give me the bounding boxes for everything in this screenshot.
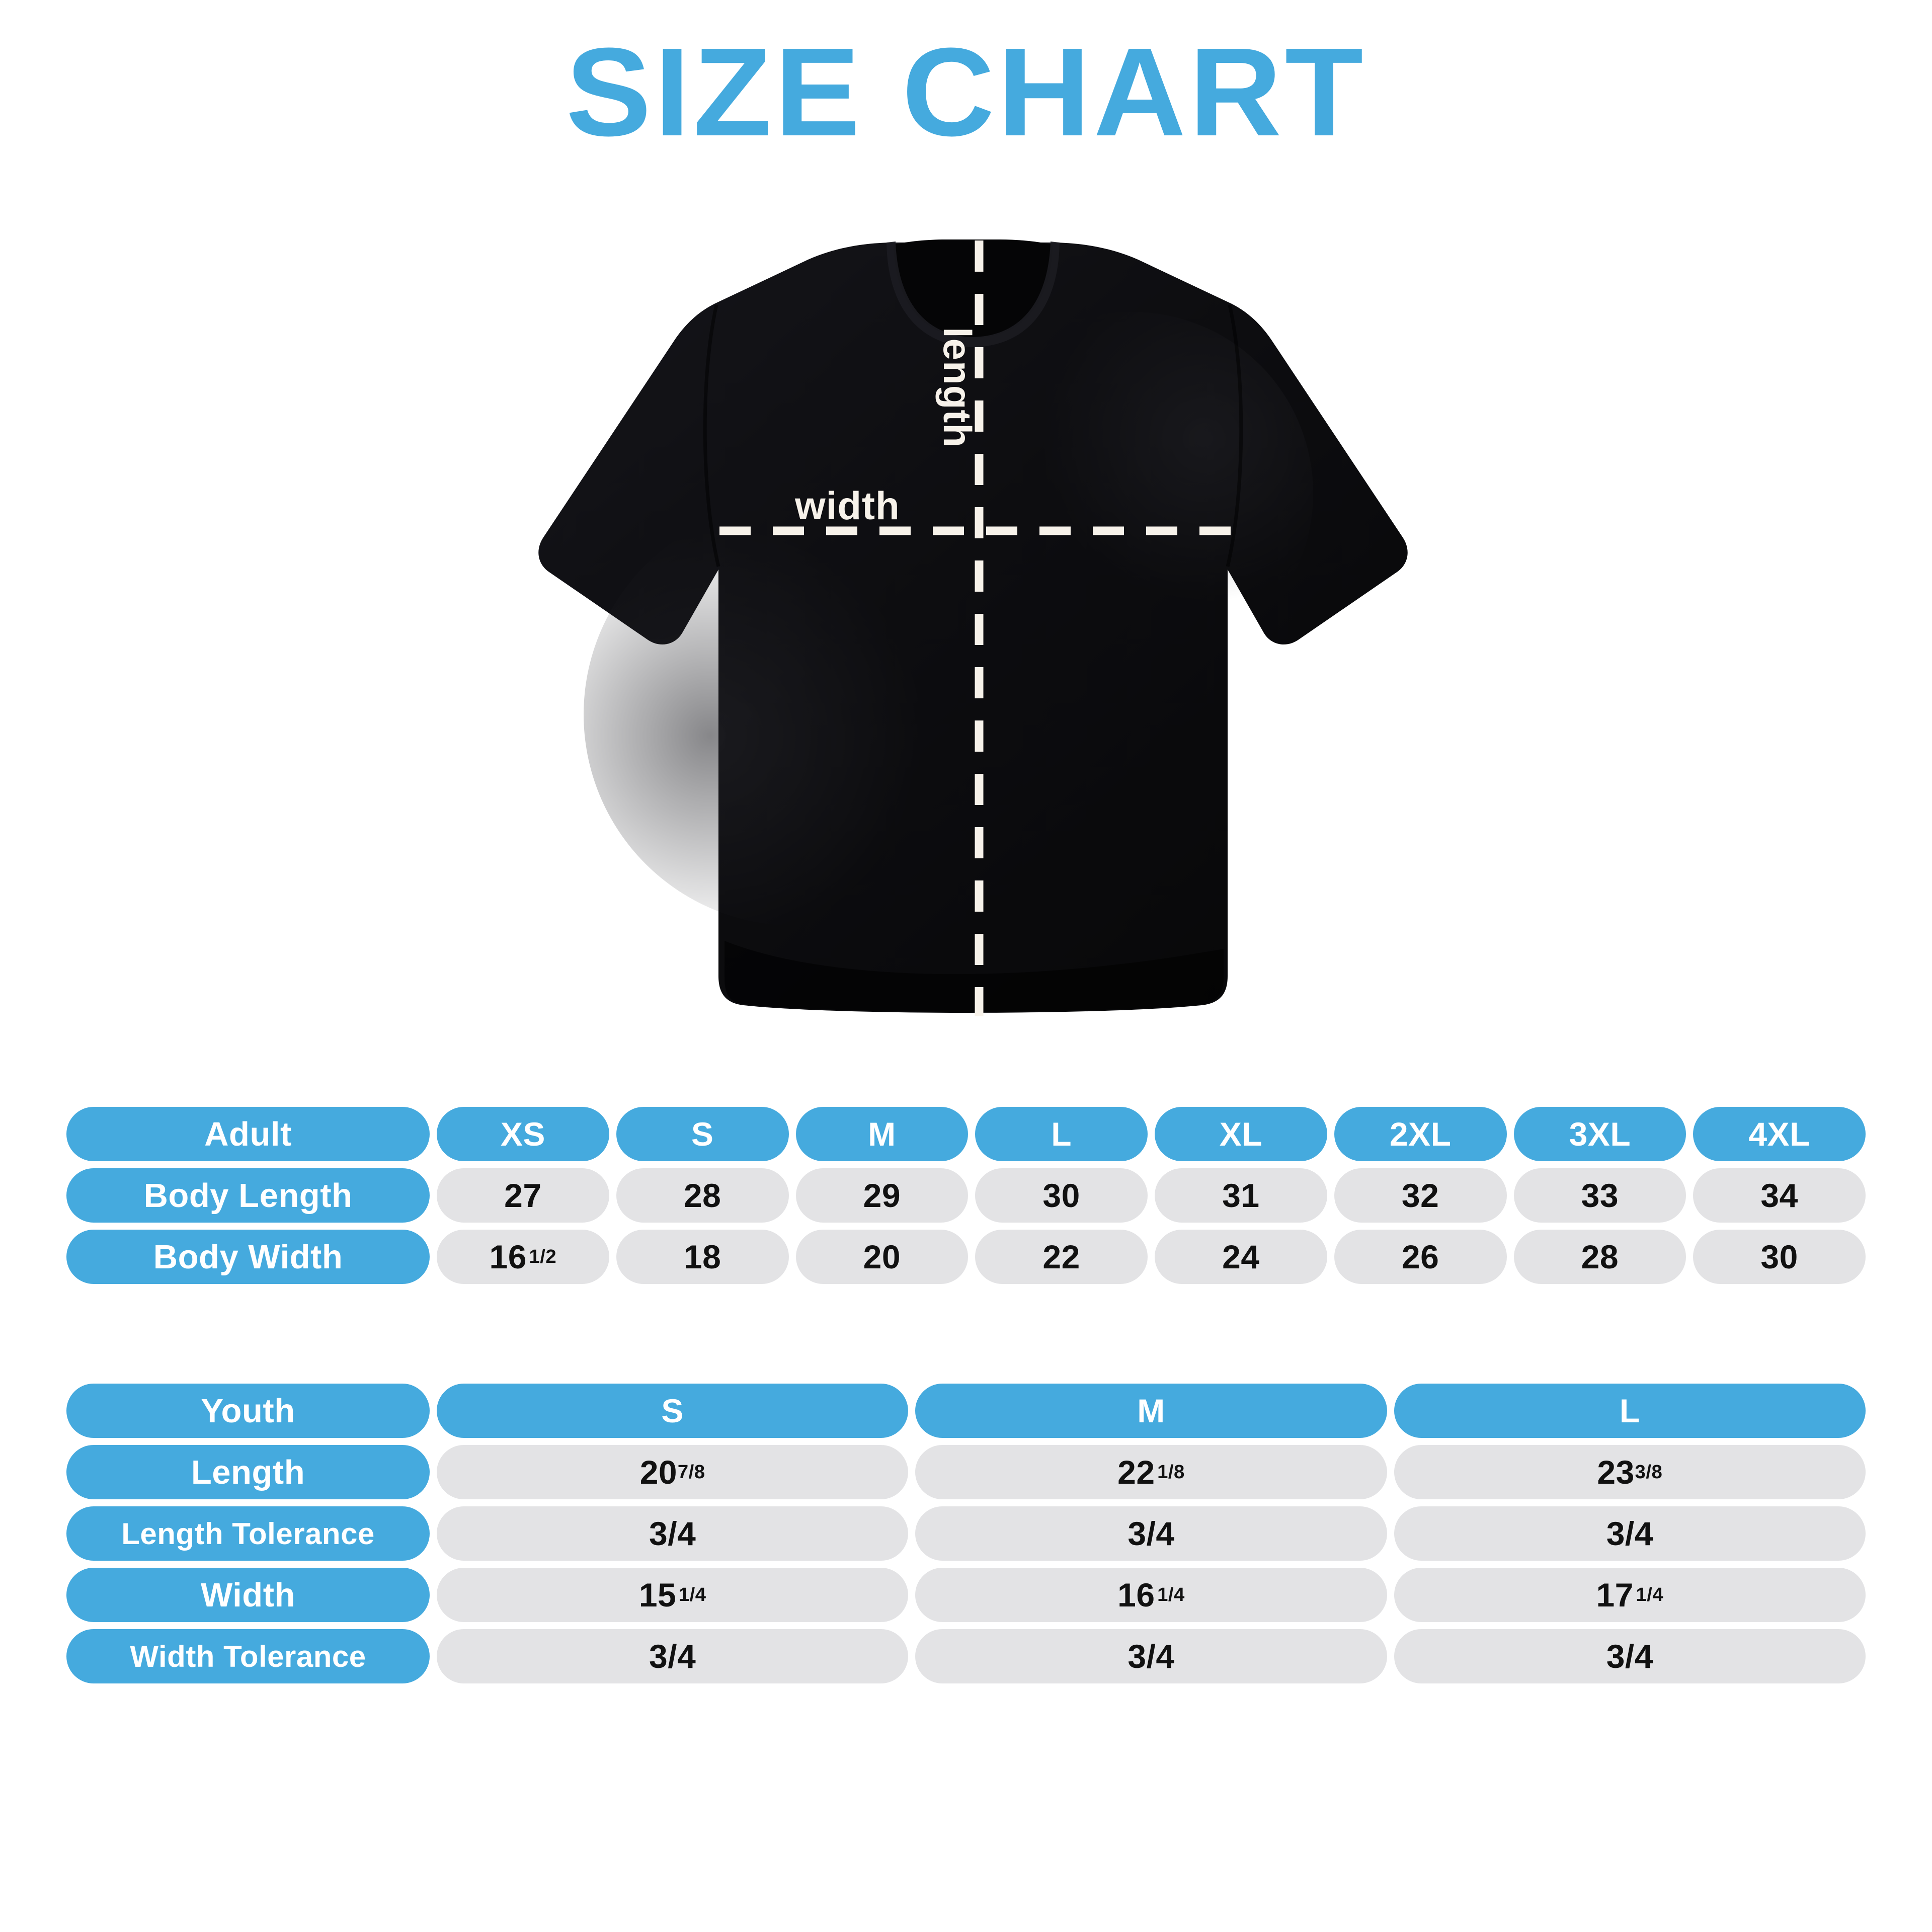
adult-size-xs: XS bbox=[437, 1107, 609, 1161]
table-cell: 30 bbox=[975, 1168, 1148, 1223]
cell-fraction: 1/8 bbox=[1157, 1461, 1185, 1483]
tshirt-svg bbox=[538, 239, 1408, 1013]
cell-whole: 16 bbox=[489, 1238, 527, 1275]
table-cell: 3/4 bbox=[1394, 1506, 1866, 1561]
table-cell: 3/4 bbox=[915, 1629, 1387, 1683]
adult-body-length-row: Body Length 27 28 29 30 31 32 33 34 bbox=[66, 1168, 1866, 1223]
youth-width-row: Width 15 1/4 16 1/4 17 1/4 bbox=[66, 1568, 1866, 1622]
tshirt-illustration: width length bbox=[513, 211, 1439, 1067]
cell-fraction: 3/8 bbox=[1635, 1461, 1663, 1483]
cell-fraction: 1/4 bbox=[678, 1584, 706, 1605]
table-cell: 31 bbox=[1155, 1168, 1327, 1223]
youth-size-m: M bbox=[915, 1384, 1387, 1438]
cell-fraction: 1/4 bbox=[1636, 1584, 1664, 1605]
adult-body-length-label: Body Length bbox=[66, 1168, 430, 1223]
table-cell: 26 bbox=[1334, 1230, 1507, 1284]
cell-whole: 22 bbox=[1117, 1454, 1155, 1491]
table-cell: 23 3/8 bbox=[1394, 1445, 1866, 1499]
youth-header-label: Youth bbox=[66, 1384, 430, 1438]
youth-length-tolerance-row: Length Tolerance 3/4 3/4 3/4 bbox=[66, 1506, 1866, 1561]
tshirt-collar bbox=[894, 239, 1053, 338]
table-cell: 20 bbox=[795, 1230, 969, 1284]
table-cell: 30 bbox=[1693, 1230, 1866, 1284]
adult-size-xl: XL bbox=[1155, 1107, 1327, 1161]
adult-header-label: Adult bbox=[66, 1107, 430, 1161]
length-measure-label: length bbox=[935, 327, 980, 448]
table-cell: 24 bbox=[1155, 1230, 1327, 1284]
cell-fraction: 1/2 bbox=[529, 1246, 557, 1267]
youth-length-tolerance-label: Length Tolerance bbox=[66, 1506, 430, 1561]
adult-size-4xl: 4XL bbox=[1693, 1107, 1866, 1161]
cell-whole: 16 bbox=[1117, 1576, 1155, 1614]
youth-width-tolerance-row: Width Tolerance 3/4 3/4 3/4 bbox=[66, 1629, 1866, 1683]
cell-whole: 20 bbox=[639, 1454, 678, 1491]
table-cell: 16 1/2 bbox=[437, 1230, 609, 1284]
table-cell: 20 7/8 bbox=[437, 1445, 909, 1499]
table-cell: 33 bbox=[1513, 1168, 1686, 1223]
adult-body-width-row: Body Width 16 1/2 18 20 22 24 26 28 30 bbox=[66, 1230, 1866, 1284]
adult-size-s: S bbox=[616, 1107, 789, 1161]
youth-length-row: Length 20 7/8 22 1/8 23 3/8 bbox=[66, 1445, 1866, 1499]
table-cell: 3/4 bbox=[915, 1506, 1387, 1561]
youth-header-row: Youth S M L bbox=[66, 1384, 1866, 1438]
table-cell: 3/4 bbox=[437, 1506, 909, 1561]
width-measure-label: width bbox=[795, 484, 900, 528]
table-cell: 28 bbox=[616, 1168, 789, 1223]
adult-header-row: Adult XS S M L XL 2XL 3XL 4XL bbox=[66, 1107, 1866, 1161]
adult-size-l: L bbox=[975, 1107, 1148, 1161]
youth-size-l: L bbox=[1394, 1384, 1866, 1438]
table-cell: 22 bbox=[975, 1230, 1148, 1284]
tshirt-hem-shadow bbox=[725, 941, 1224, 1012]
table-cell: 34 bbox=[1693, 1168, 1866, 1223]
adult-size-table: Adult XS S M L XL 2XL 3XL 4XL Body Lengt… bbox=[66, 1107, 1866, 1284]
tshirt-left-sleeve-seam bbox=[703, 304, 720, 567]
tshirt-right-sleeve-seam bbox=[1226, 304, 1243, 567]
table-cell: 28 bbox=[1513, 1230, 1686, 1284]
adult-body-width-label: Body Width bbox=[66, 1230, 430, 1284]
table-cell: 3/4 bbox=[437, 1629, 909, 1683]
youth-width-tolerance-label: Width Tolerance bbox=[66, 1629, 430, 1683]
youth-size-s: S bbox=[437, 1384, 909, 1438]
table-cell: 15 1/4 bbox=[437, 1568, 909, 1622]
page-title: SIZE CHART bbox=[566, 22, 1366, 162]
youth-length-label: Length bbox=[66, 1445, 430, 1499]
table-cell: 17 1/4 bbox=[1394, 1568, 1866, 1622]
table-cell: 29 bbox=[795, 1168, 969, 1223]
adult-size-3xl: 3XL bbox=[1513, 1107, 1686, 1161]
cell-fraction: 1/4 bbox=[1157, 1584, 1185, 1605]
table-cell: 18 bbox=[616, 1230, 789, 1284]
youth-size-table: Youth S M L Length 20 7/8 22 1/8 23 3/8 Len… bbox=[66, 1384, 1866, 1683]
table-cell: 16 1/4 bbox=[915, 1568, 1387, 1622]
cell-whole: 17 bbox=[1596, 1576, 1634, 1614]
cell-whole: 15 bbox=[638, 1576, 677, 1614]
table-cell: 22 1/8 bbox=[915, 1445, 1387, 1499]
cell-fraction: 7/8 bbox=[677, 1461, 705, 1483]
table-cell: 3/4 bbox=[1394, 1629, 1866, 1683]
cell-whole: 23 bbox=[1597, 1454, 1635, 1491]
adult-size-2xl: 2XL bbox=[1334, 1107, 1507, 1161]
table-cell: 32 bbox=[1334, 1168, 1507, 1223]
youth-width-label: Width bbox=[66, 1568, 430, 1622]
adult-size-m: M bbox=[795, 1107, 969, 1161]
table-cell: 27 bbox=[437, 1168, 609, 1223]
